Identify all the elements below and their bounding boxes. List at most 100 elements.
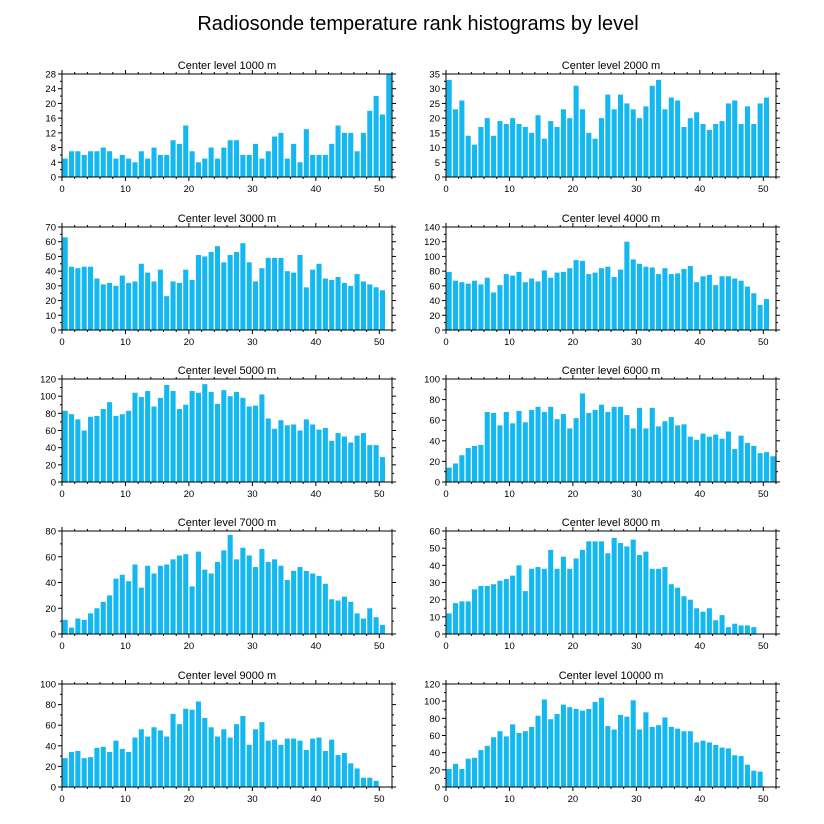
x-tick-label: 40 bbox=[695, 184, 706, 195]
histogram-bar bbox=[195, 392, 201, 482]
panels-container: Center level 1000 m 0 4 8 12 16 20 24 28 0 10 20 30 4… bbox=[40, 60, 780, 805]
y-tick-label: 0 bbox=[51, 173, 56, 184]
histogram-bar bbox=[656, 274, 662, 330]
histogram-bar bbox=[592, 702, 598, 787]
histogram-bar bbox=[681, 126, 687, 177]
y-tick-label: 80 bbox=[45, 527, 56, 538]
histogram-bar bbox=[322, 583, 328, 634]
histogram-bar bbox=[516, 565, 522, 634]
histogram-bar bbox=[706, 436, 712, 482]
x-tick-label: 10 bbox=[120, 489, 131, 500]
x-tick-label: 30 bbox=[247, 184, 258, 195]
histogram-bar bbox=[713, 620, 719, 634]
histogram-bar bbox=[278, 257, 284, 330]
x-tick-label: 50 bbox=[374, 184, 385, 195]
histogram-bar bbox=[637, 263, 643, 330]
histogram-bar bbox=[119, 414, 125, 482]
histogram-bar bbox=[541, 270, 547, 330]
histogram-bar bbox=[278, 565, 284, 634]
histogram-bar bbox=[573, 260, 579, 330]
histogram-bar bbox=[719, 747, 725, 787]
y-tick-label: 60 bbox=[429, 731, 440, 742]
histogram-bar bbox=[751, 293, 757, 330]
histogram-bar bbox=[459, 601, 465, 634]
histogram-bar bbox=[265, 561, 271, 634]
histogram-bar bbox=[675, 425, 681, 482]
histogram-bar bbox=[719, 438, 725, 482]
histogram-bar bbox=[592, 272, 598, 330]
histogram-bar bbox=[278, 744, 284, 787]
histogram-bar bbox=[227, 140, 233, 177]
histogram-bar bbox=[484, 411, 490, 482]
x-tick-label: 40 bbox=[311, 489, 322, 500]
histogram-bar bbox=[138, 729, 144, 787]
histogram-bar bbox=[322, 278, 328, 330]
histogram-bar bbox=[316, 576, 322, 634]
x-tick-label: 50 bbox=[374, 489, 385, 500]
histogram-bar bbox=[246, 406, 252, 482]
histogram-bar bbox=[189, 279, 195, 330]
x-tick-label: 0 bbox=[59, 184, 64, 195]
histogram-bar bbox=[491, 135, 497, 177]
y-tick-label: 20 bbox=[45, 99, 56, 110]
histogram-bar bbox=[373, 445, 379, 482]
histogram-bar bbox=[617, 94, 624, 177]
histogram-bar bbox=[598, 268, 605, 330]
x-tick-label: 10 bbox=[504, 489, 515, 500]
histogram-bar bbox=[535, 115, 541, 177]
histogram-bar bbox=[643, 266, 649, 330]
y-tick-label: 80 bbox=[429, 714, 440, 725]
y-tick-label: 100 bbox=[40, 392, 56, 403]
y-tick-label: 12 bbox=[45, 128, 56, 139]
histogram-bar bbox=[446, 467, 452, 482]
histogram-bar bbox=[75, 268, 81, 330]
histogram-bar bbox=[529, 726, 535, 787]
histogram-bar bbox=[579, 109, 585, 177]
histogram-bar bbox=[145, 736, 151, 787]
histogram-panel: Center level 7000 m 0 20 40 60 80 0 10 20 30 40 50 bbox=[45, 517, 396, 652]
histogram-bar bbox=[567, 568, 573, 634]
histogram-bar bbox=[297, 254, 303, 330]
histogram-bar bbox=[522, 126, 528, 177]
histogram-bar bbox=[138, 397, 144, 482]
x-tick-label: 10 bbox=[504, 794, 515, 805]
histogram-bar bbox=[195, 254, 201, 330]
histogram-bar bbox=[316, 154, 322, 177]
histogram-bar bbox=[472, 589, 478, 634]
histogram-bar bbox=[164, 296, 170, 330]
histogram-bar bbox=[322, 427, 328, 482]
y-tick-label: 20 bbox=[429, 457, 440, 468]
histogram-bar bbox=[360, 777, 366, 787]
y-tick-label: 40 bbox=[429, 748, 440, 759]
histogram-bar bbox=[132, 392, 138, 482]
histogram-bar bbox=[687, 118, 693, 177]
y-tick-label: 20 bbox=[429, 765, 440, 776]
histogram-bar bbox=[189, 709, 195, 787]
histogram-bar bbox=[744, 625, 750, 634]
histogram-bar bbox=[763, 97, 770, 177]
panel-title: Center level 1000 m bbox=[178, 60, 276, 72]
x-tick-label: 40 bbox=[311, 641, 322, 652]
y-tick-label: 28 bbox=[45, 70, 56, 81]
histogram-bar bbox=[208, 252, 214, 330]
histogram-bar bbox=[132, 737, 138, 787]
histogram-bar bbox=[113, 415, 119, 482]
histogram-bar bbox=[176, 282, 182, 330]
histogram-bar bbox=[259, 722, 265, 787]
histogram-bar bbox=[573, 418, 579, 482]
y-tick-label: 25 bbox=[429, 99, 440, 110]
histogram-bar bbox=[170, 391, 176, 482]
histogram-bar bbox=[164, 736, 170, 787]
histogram-bar bbox=[170, 713, 176, 787]
histogram-bar bbox=[284, 425, 290, 482]
histogram-bar bbox=[195, 551, 201, 634]
histogram-bar bbox=[548, 121, 554, 177]
histogram-bar bbox=[484, 118, 490, 177]
histogram-bar bbox=[510, 575, 516, 634]
histogram-bar bbox=[567, 707, 573, 787]
histogram-bar bbox=[503, 736, 509, 787]
histogram-bar bbox=[617, 406, 624, 482]
histogram-bar bbox=[214, 736, 221, 787]
histogram-bar bbox=[491, 737, 497, 787]
histogram-bar bbox=[183, 404, 189, 482]
